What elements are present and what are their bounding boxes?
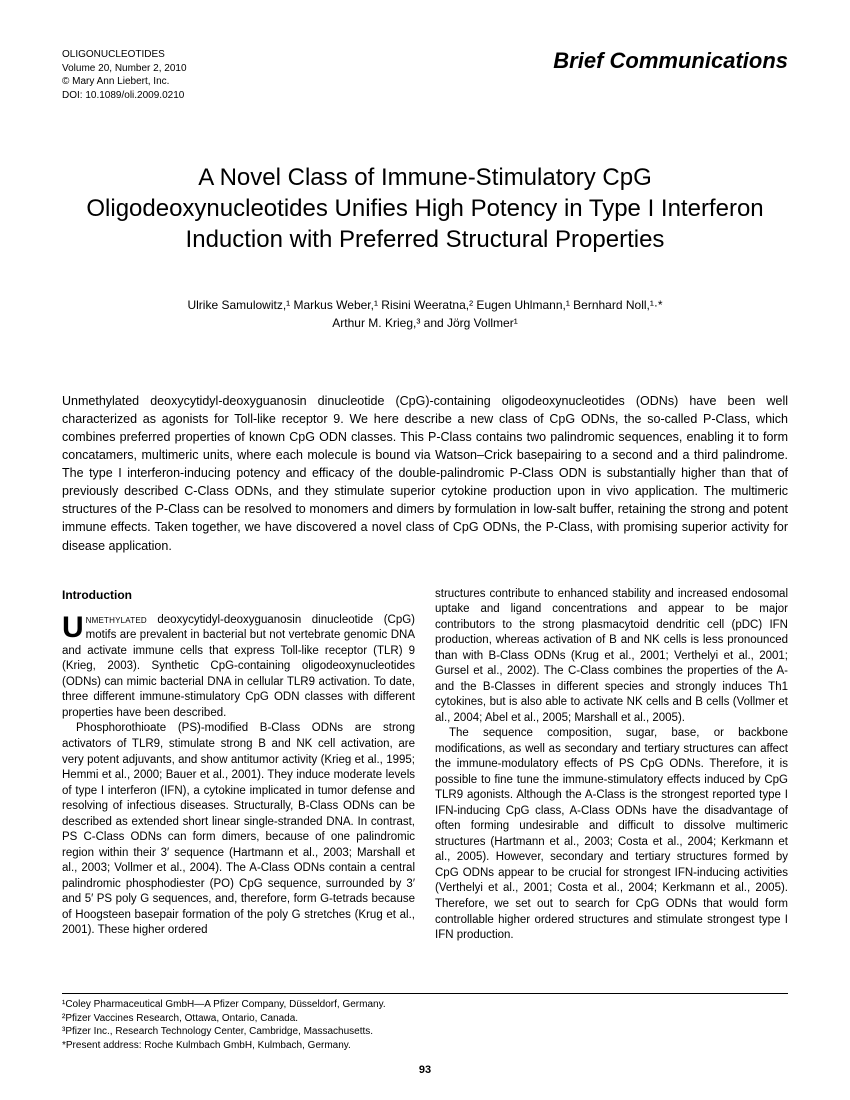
intro-para-2: Phosphorothioate (PS)-modified B-Class O… bbox=[62, 721, 415, 938]
communication-type: Brief Communications bbox=[553, 48, 788, 74]
footnote-1: ¹Coley Pharmaceutical GmbH—A Pfizer Comp… bbox=[62, 998, 788, 1012]
column-right: structures contribute to enhanced stabil… bbox=[435, 587, 788, 944]
para1-rest: deoxycytidyl-deoxyguanosin dinucleotide … bbox=[62, 614, 415, 719]
journal-name: OLIGONUCLEOTIDES bbox=[62, 48, 187, 62]
article-title: A Novel Class of Immune-Stimulatory CpG … bbox=[82, 162, 768, 256]
volume-line: Volume 20, Number 2, 2010 bbox=[62, 62, 187, 76]
intro-para-2-cont: structures contribute to enhanced stabil… bbox=[435, 587, 788, 727]
header-row: OLIGONUCLEOTIDES Volume 20, Number 2, 20… bbox=[62, 48, 788, 102]
intro-para-3: The sequence composition, sugar, base, o… bbox=[435, 726, 788, 943]
doi-line: DOI: 10.1089/oli.2009.0210 bbox=[62, 89, 187, 103]
intro-para-1: Unmethylated deoxycytidyl-deoxyguanosin … bbox=[62, 613, 415, 722]
footnote-3: ³Pfizer Inc., Research Technology Center… bbox=[62, 1025, 788, 1039]
journal-info: OLIGONUCLEOTIDES Volume 20, Number 2, 20… bbox=[62, 48, 187, 102]
footnote-4: *Present address: Roche Kulmbach GmbH, K… bbox=[62, 1039, 788, 1053]
authors-line-2: Arthur M. Krieg,³ and Jörg Vollmer¹ bbox=[62, 314, 788, 332]
footnote-2: ²Pfizer Vaccines Research, Ottawa, Ontar… bbox=[62, 1012, 788, 1026]
footnotes: ¹Coley Pharmaceutical GmbH—A Pfizer Comp… bbox=[62, 993, 788, 1052]
abstract-text: Unmethylated deoxycytidyl-deoxyguanosin … bbox=[62, 392, 788, 555]
column-left: Introduction Unmethylated deoxycytidyl-d… bbox=[62, 587, 415, 944]
body-columns: Introduction Unmethylated deoxycytidyl-d… bbox=[62, 587, 788, 944]
dropcap: U bbox=[62, 613, 86, 641]
authors-block: Ulrike Samulowitz,¹ Markus Weber,¹ Risin… bbox=[62, 296, 788, 332]
authors-line-1: Ulrike Samulowitz,¹ Markus Weber,¹ Risin… bbox=[62, 296, 788, 314]
intro-heading: Introduction bbox=[62, 587, 415, 603]
copyright-line: © Mary Ann Liebert, Inc. bbox=[62, 75, 187, 89]
smallcaps-lead: nmethylated bbox=[86, 614, 147, 626]
page-number: 93 bbox=[0, 1064, 850, 1076]
